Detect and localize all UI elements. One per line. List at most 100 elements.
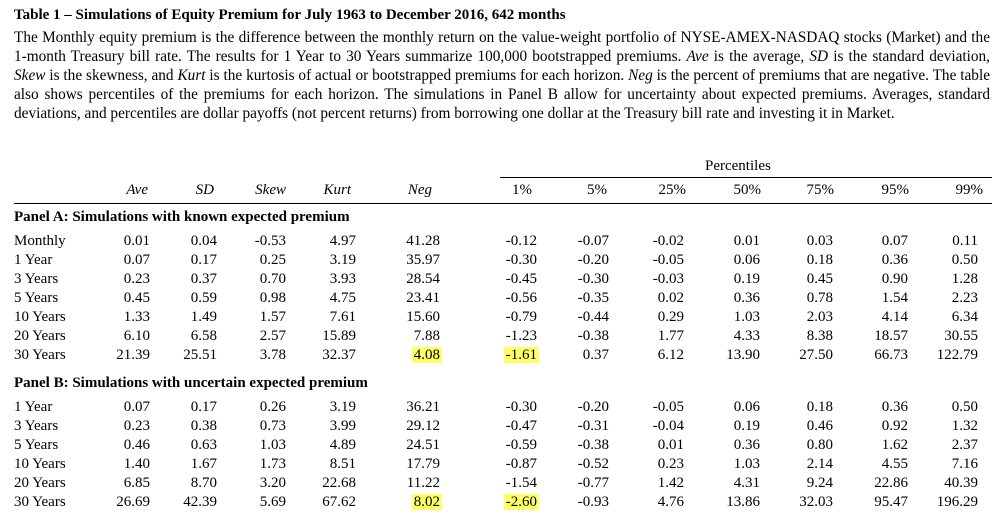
table-cell: 0.01 (657, 437, 684, 453)
table-cell: -0.04 (652, 418, 684, 434)
table-cell: 0.50 (951, 399, 978, 415)
table-cell: 66.73 (874, 347, 908, 363)
table-cell: 0.90 (881, 271, 908, 287)
table-cell: 0.73 (259, 418, 286, 434)
table-cell: 7.88 (413, 328, 440, 344)
table-cell: 1.67 (190, 456, 217, 472)
table-cell: 0.63 (190, 437, 217, 453)
table-cell: 0.46 (806, 418, 833, 434)
table-cell: 95.47 (874, 494, 908, 510)
caption-text: Kurt (177, 67, 206, 84)
caption: The Monthly equity premium is the differ… (14, 28, 990, 123)
table-cell: -0.12 (505, 233, 537, 249)
table-cell: -0.87 (505, 456, 537, 472)
table-cell: -0.52 (577, 456, 609, 472)
table-cell: 0.23 (123, 271, 150, 287)
table-cell: 9.24 (806, 475, 833, 491)
column-header: 95% (881, 182, 910, 198)
table-cell: 0.45 (806, 271, 833, 287)
table-cell: 0.07 (881, 233, 908, 249)
table-cell: 0.01 (733, 233, 760, 249)
table-cell: -0.44 (577, 309, 609, 325)
table-cell: 0.37 (190, 271, 217, 287)
table-cell: -0.56 (505, 290, 537, 306)
table-cell: 1.54 (881, 290, 908, 306)
table-cell: 0.36 (881, 252, 908, 268)
table-cell: 0.11 (952, 233, 978, 249)
column-header: Skew (255, 182, 286, 198)
table-cell: 0.29 (657, 309, 684, 325)
table-cell: 18.57 (874, 328, 908, 344)
table-cell: 8.51 (329, 456, 356, 472)
table-cell: 3.99 (329, 418, 356, 434)
highlighted-value: 4.08 (411, 347, 442, 363)
table-cell: 26.69 (116, 494, 150, 510)
table-cell: 11.22 (406, 475, 440, 491)
row-label: 5 Years (14, 437, 59, 453)
table-cell: 0.46 (123, 437, 150, 453)
table-cell: -0.30 (505, 399, 537, 415)
table-cell: -1.23 (505, 328, 537, 344)
table-cell: 0.17 (190, 399, 217, 415)
column-header: Kurt (323, 182, 351, 198)
table-cell: 25.51 (183, 347, 217, 363)
caption-text: is the percent of premiums that are nega… (14, 67, 990, 122)
highlighted-value: -1.61 (503, 347, 539, 363)
table-cell: -0.45 (505, 271, 537, 287)
rule (500, 177, 992, 178)
table-cell: 1.40 (123, 456, 150, 472)
column-header: 75% (806, 182, 835, 198)
table-cell: 40.39 (944, 475, 978, 491)
panel-title: Panel B: Simulations with uncertain expe… (14, 375, 368, 391)
table-cell: -0.38 (577, 437, 609, 453)
table-cell: 1.03 (733, 309, 760, 325)
table-cell: -0.02 (652, 233, 684, 249)
column-header: 50% (733, 182, 762, 198)
highlighted-value: 8.02 (411, 494, 442, 510)
table-cell: 23.41 (406, 290, 440, 306)
row-label: Monthly (14, 233, 66, 249)
table-cell: 0.19 (733, 271, 760, 287)
table-cell: -0.05 (652, 252, 684, 268)
column-header: Neg (407, 182, 432, 198)
table-cell: -0.79 (505, 309, 537, 325)
table-cell: 1.03 (733, 456, 760, 472)
table-cell: 0.17 (190, 252, 217, 268)
table-cell: 3.19 (329, 399, 356, 415)
panel-title: Panel A: Simulations with known expected… (14, 209, 350, 225)
row-label: 1 Year (14, 252, 53, 268)
table-cell: -1.54 (505, 475, 537, 491)
caption-text: Skew (14, 67, 46, 84)
table-cell: 0.50 (951, 252, 978, 268)
rule (14, 203, 992, 204)
table-cell: -0.20 (577, 399, 609, 415)
table-cell: 3.93 (329, 271, 356, 287)
table-cell: 0.06 (733, 252, 760, 268)
table-cell: 6.58 (190, 328, 217, 344)
table-cell: 0.26 (259, 399, 286, 415)
table-cell: 30.55 (944, 328, 978, 344)
table-cell: 27.50 (799, 347, 833, 363)
table-cell: 32.03 (799, 494, 833, 510)
table-cell: 8.70 (190, 475, 217, 491)
caption-text: SD (809, 48, 829, 65)
column-header: SD (195, 182, 214, 198)
table-cell: 0.37 (582, 347, 609, 363)
column-header: 5% (587, 182, 607, 198)
table-cell: 2.37 (951, 437, 978, 453)
table-cell: 1.03 (259, 437, 286, 453)
row-label: 3 Years (14, 271, 59, 287)
row-label: 30 Years (14, 347, 66, 363)
column-header: Ave (126, 182, 148, 198)
caption-text: is the average, (708, 48, 810, 65)
table-cell: 6.12 (657, 347, 684, 363)
caption-text: is the kurtosis of actual or bootstrappe… (205, 67, 629, 84)
table-cell: 122.79 (936, 347, 978, 363)
table-cell: 1.42 (657, 475, 684, 491)
table-cell: 0.04 (190, 233, 217, 249)
row-label: 20 Years (14, 475, 66, 491)
table-cell: -2.60 (417, 493, 539, 512)
table-cell: -0.07 (577, 233, 609, 249)
table-cell: 0.23 (657, 456, 684, 472)
table-cell: 0.19 (733, 418, 760, 434)
